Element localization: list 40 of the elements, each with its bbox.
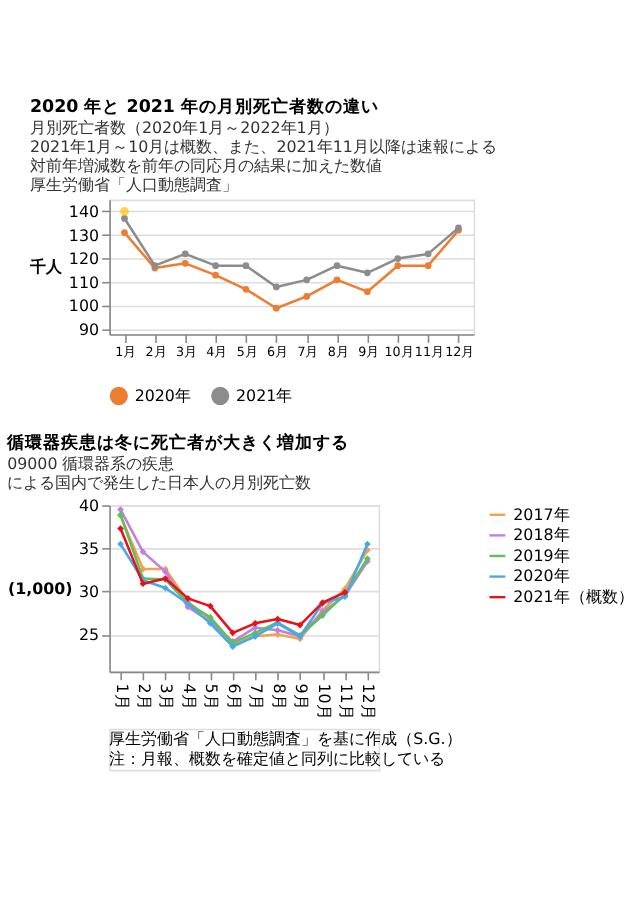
y-tick-label: 130 bbox=[68, 226, 100, 245]
x-tick-label: 4月 bbox=[179, 683, 198, 710]
x-tick-label: 11月 bbox=[336, 683, 355, 720]
y-tick-label: 140 bbox=[68, 202, 100, 221]
y-tick-label: 25 bbox=[78, 626, 100, 645]
legend-label: 2020年 bbox=[134, 386, 191, 405]
chart-title: 循環器疾患は冬に死亡者が大きく増加する bbox=[5, 430, 350, 455]
x-tick-label: 5月 bbox=[202, 683, 221, 710]
x-tick-label: 8月 bbox=[269, 683, 288, 710]
legend-label: 2019年 bbox=[513, 546, 570, 565]
legend-label: 2021年（概数） bbox=[513, 587, 634, 606]
y-tick-label: 90 bbox=[78, 321, 100, 340]
y-axis-title: (1,000) bbox=[8, 580, 73, 598]
text: 注：月報、概数を確定値と同列に比較している bbox=[109, 750, 446, 769]
x-tick-label: 9月 bbox=[292, 683, 311, 710]
legend-label: 2017年 bbox=[513, 505, 570, 524]
text: 月別死亡者数（2020年1月～2022年1月） bbox=[29, 119, 339, 138]
chart-subtitle: 09000 循環器系の疾患による国内で発生した日本人の月別死亡数 bbox=[7, 454, 312, 492]
text: 厚生労働省「人口動態調査」 bbox=[29, 176, 238, 195]
y-axis-title: 千人 bbox=[28, 258, 65, 277]
legend-label: 2021年 bbox=[236, 386, 293, 405]
y-tick-label: 100 bbox=[68, 297, 100, 316]
y-tick-label: 35 bbox=[78, 539, 100, 558]
x-tick-label: 10月 bbox=[314, 683, 333, 720]
x-tick-label: 3月 bbox=[157, 683, 176, 710]
y-tick-label: 40 bbox=[78, 496, 100, 515]
text: 厚生労働省「人口動態調査」を基に作成（S.G.） bbox=[109, 729, 462, 748]
y-tick-label: 30 bbox=[78, 583, 100, 602]
x-tick-label: 1月 bbox=[112, 683, 131, 710]
chart-title: 2020 年と 2021 年の月別死亡者数の違い bbox=[29, 96, 380, 119]
y-tick-label: 120 bbox=[68, 250, 100, 269]
x-tick-label: 7月 bbox=[247, 683, 266, 710]
text: 対前年増減数を前年の同応月の結果に加えた数値 bbox=[29, 157, 382, 176]
x-tick-label: 6月 bbox=[224, 683, 243, 710]
x-tick-label: 12月 bbox=[359, 683, 378, 720]
text: 2021年1月～10月は概数、また、2021年11月以降は速報による bbox=[29, 138, 497, 157]
legend-label: 2018年 bbox=[513, 526, 570, 545]
x-tick-label: 2月 bbox=[135, 683, 154, 710]
y-tick-label: 110 bbox=[68, 273, 100, 292]
legend-label: 2020年 bbox=[513, 567, 570, 586]
